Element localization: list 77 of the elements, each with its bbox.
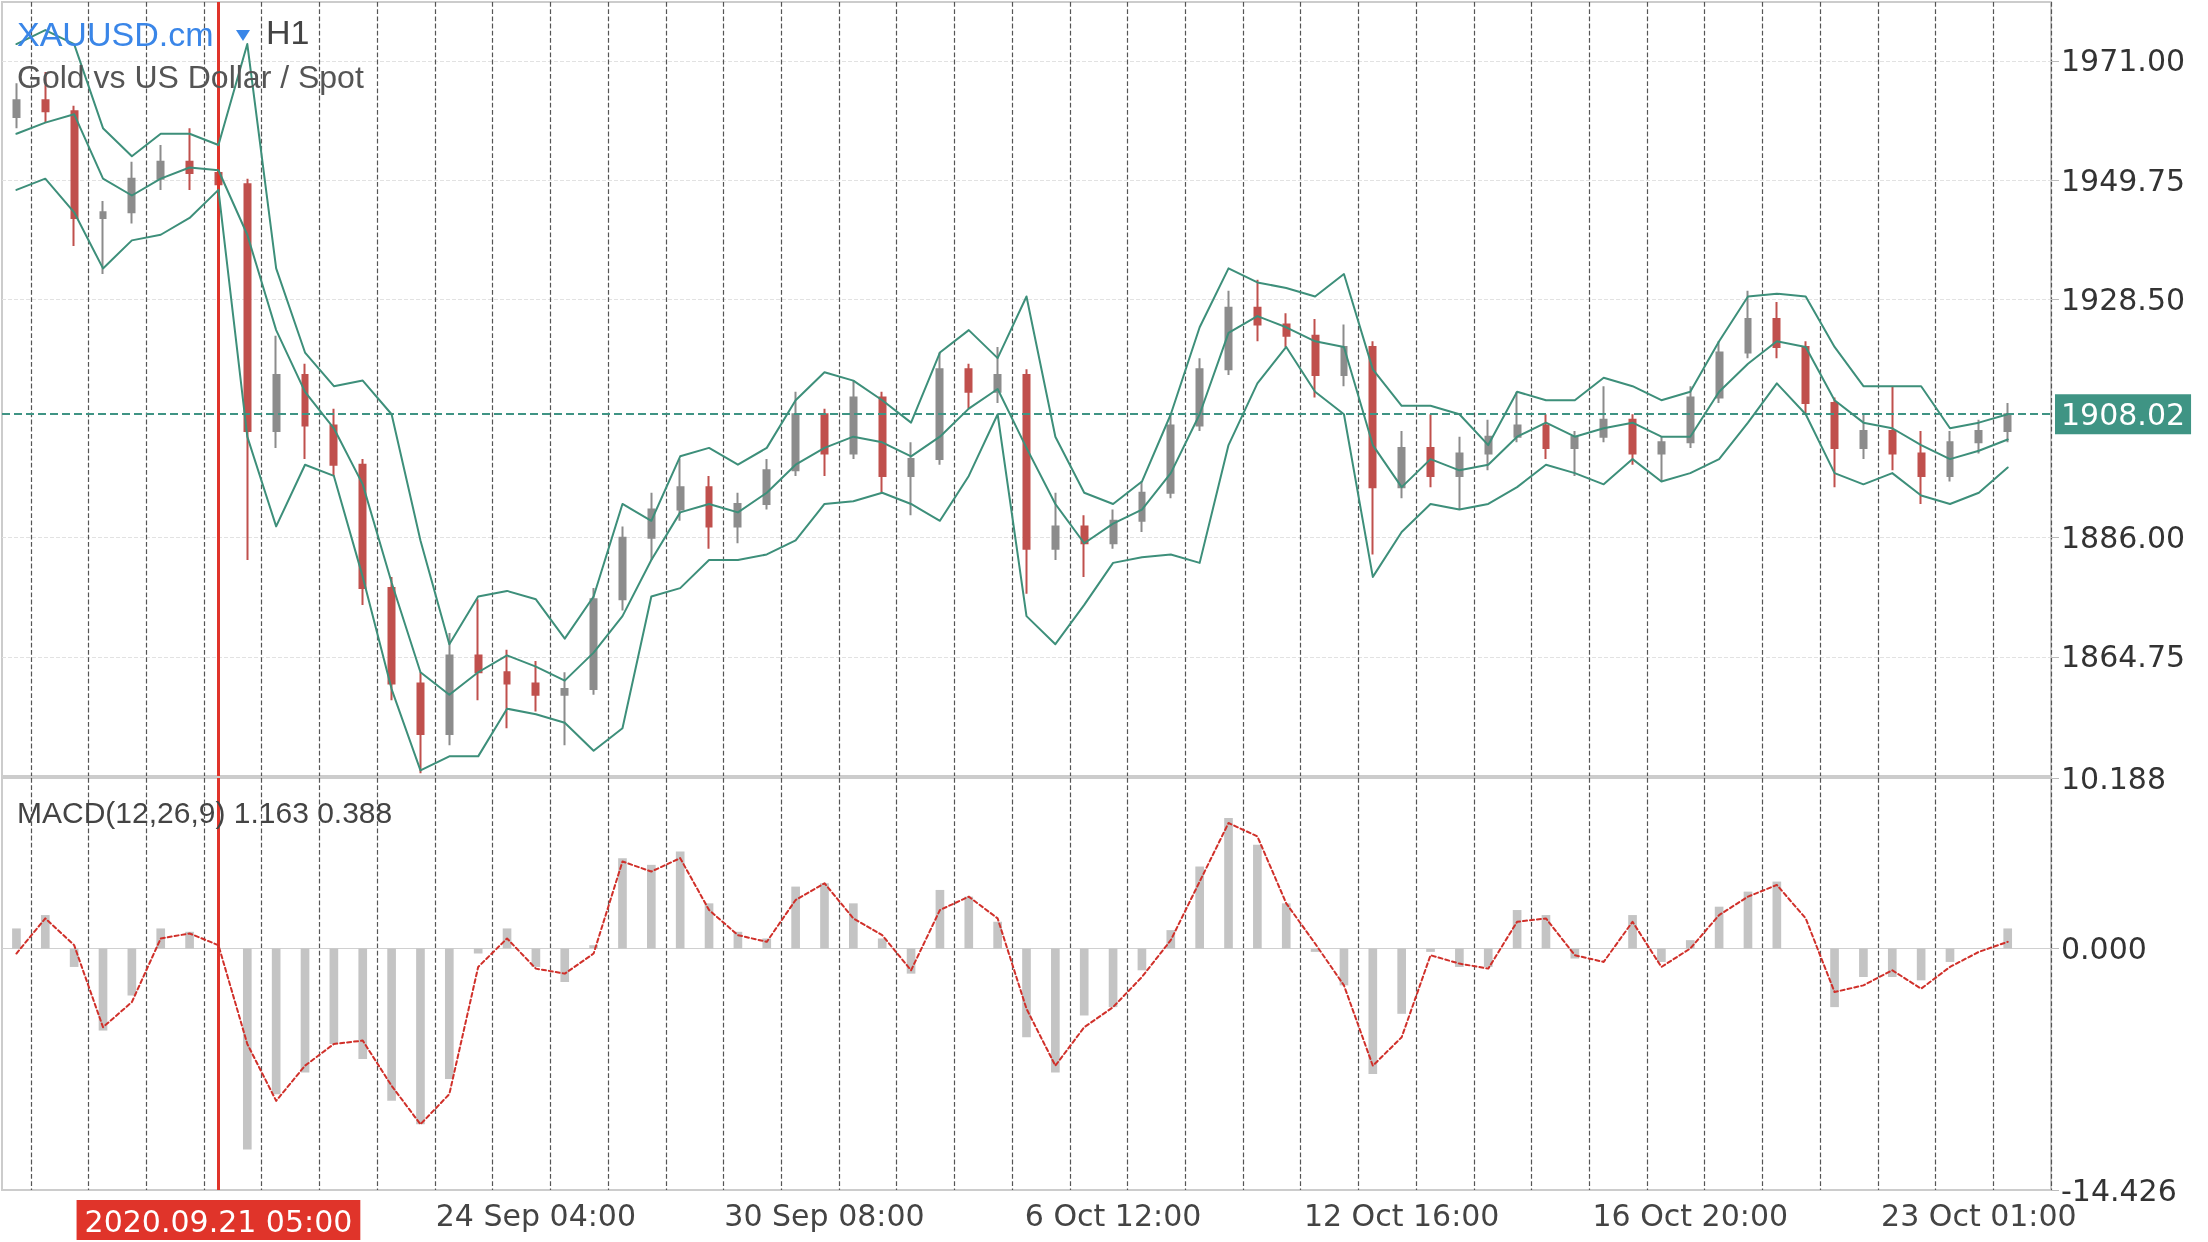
candlestick: [618, 525, 627, 612]
candlestick: [70, 104, 79, 247]
candlestick: [1744, 289, 1752, 360]
candlestick: [993, 345, 1002, 405]
x-tick-label: 24 Sep 04:00: [435, 1197, 637, 1233]
candlestick: [791, 390, 800, 477]
candlestick: [964, 362, 973, 410]
candlestick: [1455, 435, 1464, 511]
candlestick: [1657, 435, 1666, 483]
candlestick: [156, 144, 165, 191]
candlestick: [762, 458, 771, 511]
candlestick: [358, 458, 367, 606]
candlestick: [387, 575, 396, 702]
candlestick: [1801, 340, 1810, 416]
candlestick: [1715, 340, 1724, 405]
candlestick: [1570, 430, 1579, 477]
x-tick-label: 30 Sep 08:00: [724, 1197, 925, 1233]
candlestick: [272, 334, 281, 449]
candlestick: [1628, 413, 1637, 466]
candlestick: [935, 351, 944, 466]
candlestick: [445, 631, 454, 747]
x-tick-label: 12 Oct 16:00: [1303, 1197, 1500, 1233]
candlestick: [733, 491, 742, 545]
candlestick: [820, 407, 829, 477]
candlestick: [329, 407, 338, 477]
y-tick-label: 10.188: [2061, 760, 2166, 796]
x-tick-label: 2020.09.21 05:00: [84, 1203, 353, 1239]
candlestick: [907, 441, 915, 517]
candlestick: [589, 587, 598, 696]
candlestick: [2003, 402, 2012, 444]
candlestick: [1311, 317, 1320, 399]
candlestick: [1368, 340, 1377, 556]
candlestick: [1599, 385, 1608, 444]
candlestick: [1109, 508, 1118, 550]
candlestick: [1513, 390, 1522, 444]
candlestick: [1080, 514, 1089, 578]
candlestick: [560, 671, 569, 747]
y-tick-label: 1949.75: [2061, 162, 2186, 198]
candlestick: [1859, 413, 1868, 461]
candlestick: [99, 200, 107, 276]
y-tick-label: 1864.75: [2061, 639, 2186, 675]
candlestick: [1166, 413, 1175, 500]
candlestick: [1253, 278, 1262, 343]
y-tick-label: 1971.00: [2061, 43, 2186, 79]
candlestick: [127, 160, 136, 225]
candlestick: [1397, 430, 1406, 500]
annotation: H1: [266, 13, 310, 51]
candlestick: [1051, 491, 1060, 562]
candlestick: [1022, 368, 1031, 595]
candlestick: [301, 362, 309, 461]
candlestick: [1542, 413, 1550, 461]
candlestick: [1224, 289, 1233, 376]
candlestick: [243, 177, 252, 562]
x-tick-label: 16 Oct 20:00: [1592, 1197, 1789, 1233]
candlestick: [1426, 413, 1435, 489]
candlestick: [185, 127, 194, 191]
candlestick: [1974, 418, 1983, 455]
candlestick: [705, 474, 713, 550]
candlestick: [1830, 396, 1839, 489]
y-tick-label: 1886.00: [2061, 520, 2186, 556]
ref-line-label: 1908.02: [2061, 396, 2186, 432]
candlestick: [474, 598, 483, 702]
candlestick: [1946, 430, 1954, 483]
candlestick: [531, 660, 540, 713]
candlestick: [416, 671, 425, 775]
candlestick: [1888, 385, 1897, 472]
candlestick: [878, 390, 887, 494]
candlestick: [849, 379, 858, 461]
y-tick-label: 0.000: [2061, 931, 2147, 967]
candlestick: [1772, 301, 1781, 360]
candlestick: [503, 648, 511, 730]
candlestick: [1138, 480, 1146, 534]
candlestick: [676, 458, 685, 522]
y-tick-label: 1928.50: [2061, 281, 2186, 317]
candlestick: [1917, 430, 1926, 505]
candlestick: [1686, 385, 1695, 449]
x-tick-label: 6 Oct 12:00: [1024, 1197, 1202, 1233]
